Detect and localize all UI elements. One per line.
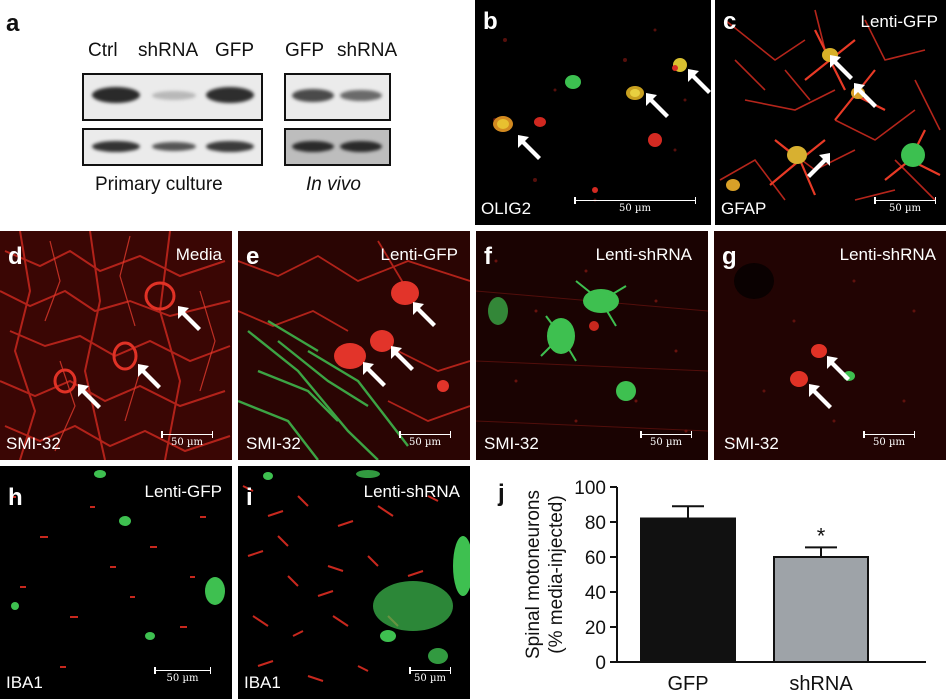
- scale-label-h: 50 µm: [166, 673, 199, 684]
- condition-label-d: Media: [175, 245, 222, 264]
- x-tick-label: shRNA: [789, 673, 853, 695]
- blot-culture-bottom: [82, 128, 263, 166]
- panel-d: d Media SMI-32 50 µm: [0, 231, 232, 460]
- blot-culture-top: [82, 73, 263, 121]
- panel-letter-a: a: [6, 10, 20, 37]
- panel-letter-d: d: [8, 243, 23, 270]
- scale-bar-e: 50 µm: [399, 431, 451, 448]
- bar-gfp: [640, 517, 736, 663]
- scale-label-f: 50 µm: [650, 437, 682, 448]
- panel-letter-b: b: [483, 8, 498, 35]
- stain-label-i: IBA1: [244, 673, 281, 692]
- y-tick-label: 0: [595, 653, 606, 674]
- stain-label-b: OLIG2: [481, 199, 532, 218]
- panel-c: c Lenti-GFP GFAP 50 µm: [715, 0, 946, 225]
- condition-label-f: Lenti-shRNA: [595, 245, 692, 264]
- bar-shrna: [773, 556, 869, 663]
- panel-e: e Lenti-GFP SMI-32 50 µm: [238, 231, 470, 460]
- lane-label-ctrl: Ctrl: [88, 40, 118, 61]
- blot-vivo-top: [284, 73, 391, 121]
- panel-letter-f: f: [484, 243, 492, 270]
- scale-bar-h: 50 µm: [154, 667, 211, 684]
- bar-chart: 0 20 40 60 80 100 Spinal motoneurons (% media-i…: [523, 478, 926, 695]
- y-tick-label: 60: [585, 548, 606, 569]
- panel-g: g Lenti-shRNA SMI-32 50 µm: [714, 231, 946, 460]
- stain-label-e: SMI-32: [246, 434, 301, 453]
- arrow-icon: [78, 384, 101, 409]
- scale-label-i: 50 µm: [414, 673, 446, 684]
- lane-label-vivo-gfp: GFP: [285, 40, 325, 61]
- y-axis-label: Spinal motoneurons: [523, 490, 544, 659]
- arrow-icon: [809, 384, 832, 409]
- arrow-icon: [363, 362, 386, 387]
- panel-letter-i: i: [246, 484, 253, 511]
- y-axis-label-sub: (% media-injected): [546, 495, 567, 653]
- arrow-icon: [854, 83, 877, 108]
- scale-label-b: 50 µm: [619, 203, 651, 214]
- arrow-icon: [138, 364, 161, 389]
- scale-bar-b: 50 µm: [574, 197, 696, 214]
- arrow-icon: [807, 153, 830, 178]
- panel-letter-j: j: [498, 480, 505, 507]
- stain-label-h: IBA1: [6, 673, 43, 692]
- panel-b: b OLIG2 50 µm: [475, 0, 711, 225]
- panel-letter-g: g: [722, 243, 737, 270]
- scale-bar-d: 50 µm: [161, 431, 213, 448]
- scale-bar-i: 50 µm: [409, 667, 451, 684]
- y-tick-label: 100: [574, 478, 606, 499]
- panel-f: f Lenti-shRNA SMI-32 50 µm: [476, 231, 708, 460]
- condition-label-h: Lenti-GFP: [144, 482, 222, 501]
- x-tick-label: GFP: [667, 673, 708, 695]
- arrow-icon: [688, 69, 711, 94]
- condition-label-i: Lenti-shRNA: [363, 482, 460, 501]
- condition-label-g: Lenti-shRNA: [839, 245, 936, 264]
- scale-label-c: 50 µm: [889, 203, 921, 214]
- lane-label-vivo-shrna: shRNA: [337, 40, 398, 61]
- significance-marker: *: [817, 523, 826, 548]
- blot-vivo-bottom: [284, 128, 391, 166]
- scale-bar-f: 50 µm: [640, 431, 692, 448]
- arrow-icon: [518, 135, 541, 160]
- arrow-icon: [827, 356, 850, 381]
- stain-label-d: SMI-32: [6, 434, 61, 453]
- stain-label-g: SMI-32: [724, 434, 779, 453]
- scale-bar-c: 50 µm: [874, 197, 936, 214]
- lane-label-gfp: GFP: [215, 40, 255, 61]
- caption-in-vivo: In vivo: [306, 174, 361, 195]
- y-tick-label: 80: [585, 513, 606, 534]
- condition-label-c: Lenti-GFP: [860, 12, 938, 31]
- scale-label-d: 50 µm: [171, 437, 203, 448]
- arrow-icon: [830, 55, 853, 80]
- arrow-icon: [178, 306, 201, 331]
- panel-letter-c: c: [723, 8, 737, 35]
- stain-label-f: SMI-32: [484, 434, 539, 453]
- condition-label-e: Lenti-GFP: [380, 245, 458, 264]
- y-tick-label: 40: [585, 583, 606, 604]
- scale-bar-g: 50 µm: [863, 431, 915, 448]
- caption-primary-culture: Primary culture: [95, 174, 223, 195]
- panel-i: i Lenti-shRNA IBA1 50 µm: [238, 466, 470, 699]
- arrow-icon: [413, 302, 436, 327]
- panel-letter-h: h: [8, 484, 23, 511]
- panel-h: h Lenti-GFP IBA1 50 µm: [0, 466, 232, 699]
- lane-label-shrna: shRNA: [138, 40, 199, 61]
- y-tick-label: 20: [585, 618, 606, 639]
- panel-letter-e: e: [246, 243, 260, 270]
- scale-label-e: 50 µm: [409, 437, 441, 448]
- scale-label-g: 50 µm: [873, 437, 905, 448]
- arrow-icon: [391, 346, 414, 371]
- arrow-icon: [646, 93, 669, 118]
- stain-label-c: GFAP: [721, 199, 767, 218]
